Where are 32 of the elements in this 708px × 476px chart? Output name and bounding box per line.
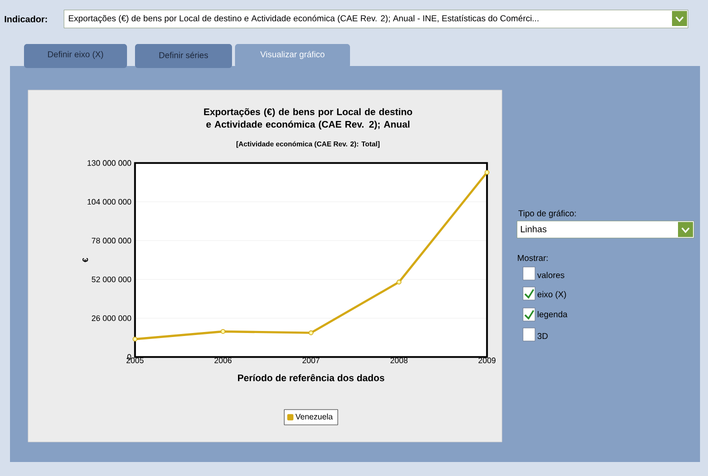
x-tick-label: 2008 <box>390 358 408 364</box>
point <box>132 336 138 342</box>
x-tick-label: 2007 <box>302 358 320 364</box>
text: Tipo de gráfico: <box>518 210 576 218</box>
point <box>220 329 226 334</box>
x-axis-title: Período de referência dos dados <box>238 374 384 382</box>
chart-title: Exportações (€) de bens por Local de destino e Actividade económica (CAE Rev. 2); Anual <box>204 108 412 130</box>
text: Indicador: <box>4 16 47 22</box>
text: Exportações (€) de bens por Local de destino e Actividade económica (CAE Rev. 2); Anual - INE, Estatísticas do Comérci... <box>68 14 538 24</box>
y-tick-label: 0 <box>127 354 132 360</box>
y-axis-title: € <box>82 258 88 262</box>
text: legenda <box>538 311 568 319</box>
text: valores <box>537 272 564 278</box>
text: Visualizar gráfico <box>260 50 324 59</box>
text: Definir eixo (X) <box>48 51 104 59</box>
y-tick-label: 78 000 000 <box>92 238 132 244</box>
text: Mostrar: <box>518 255 548 261</box>
x-tick-label: 2006 <box>214 358 232 364</box>
y-tick-label: 26 000 000 <box>92 315 132 322</box>
point <box>396 280 402 284</box>
y-tick-label: 130 000 000 <box>88 160 132 166</box>
text: Definir séries <box>159 52 208 58</box>
point <box>484 170 490 175</box>
point <box>308 330 314 336</box>
y-tick-label: 52 000 000 <box>92 276 132 282</box>
x-tick-label: 2009 <box>478 358 496 364</box>
text: eixo (X) <box>538 291 566 299</box>
legend-label: Venezuela <box>295 414 333 420</box>
text: 3D <box>538 332 548 339</box>
y-tick-label: 104 000 000 <box>88 198 132 205</box>
x-tick-label: 2005 <box>126 358 144 364</box>
text: Linhas <box>520 226 546 232</box>
